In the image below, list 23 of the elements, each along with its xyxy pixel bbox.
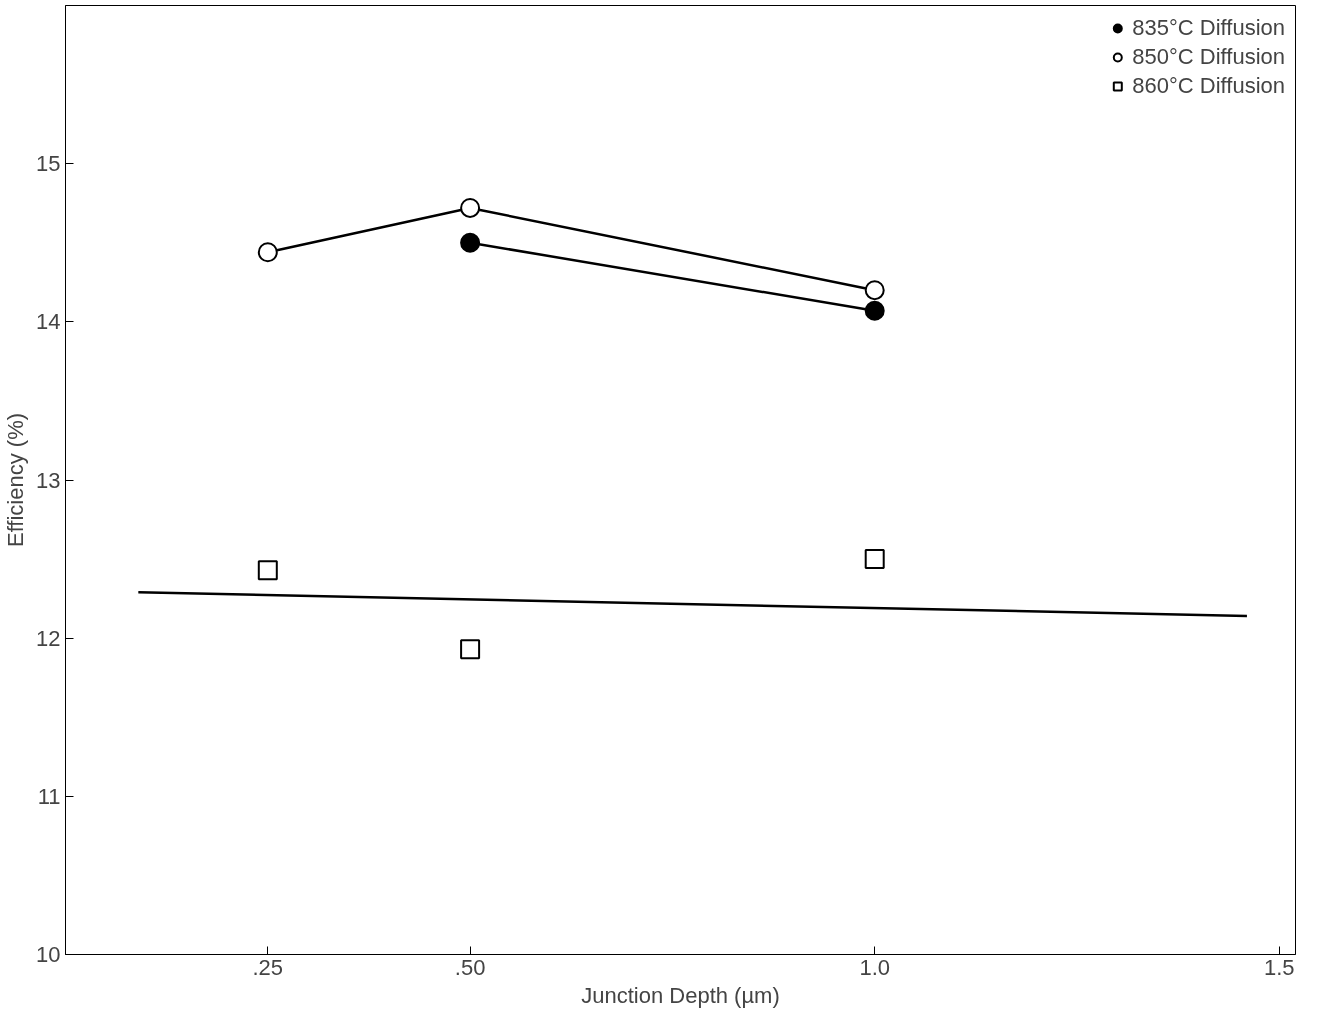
point — [257, 242, 278, 263]
y-tick-label: 13 — [36, 467, 61, 493]
x-axis-title: Junction Depth (µm) — [581, 982, 780, 1008]
legend-label: 860°C Diffusion — [1132, 73, 1285, 99]
legend-label: 835°C Diffusion — [1132, 15, 1285, 41]
y-tick-label: 12 — [36, 625, 61, 651]
y-tick-label: 11 — [37, 783, 61, 809]
x-tick-label: 1.0 — [859, 954, 891, 980]
point — [460, 232, 481, 253]
point — [460, 639, 481, 660]
point — [864, 549, 885, 570]
x-tick-label: .25 — [252, 954, 284, 980]
y-tick-label: 15 — [36, 151, 61, 177]
point — [864, 300, 885, 321]
x-tick-label: .50 — [454, 954, 486, 980]
legend-label: 850°C Diffusion — [1132, 44, 1285, 70]
x-tick-label: 1.5 — [1264, 954, 1295, 980]
y-tick-label: 10 — [36, 942, 61, 967]
point — [460, 197, 481, 218]
point — [257, 560, 278, 581]
y-axis-title: Efficiency (%) — [3, 412, 29, 548]
point — [864, 280, 885, 301]
y-tick-label: 14 — [36, 309, 61, 335]
